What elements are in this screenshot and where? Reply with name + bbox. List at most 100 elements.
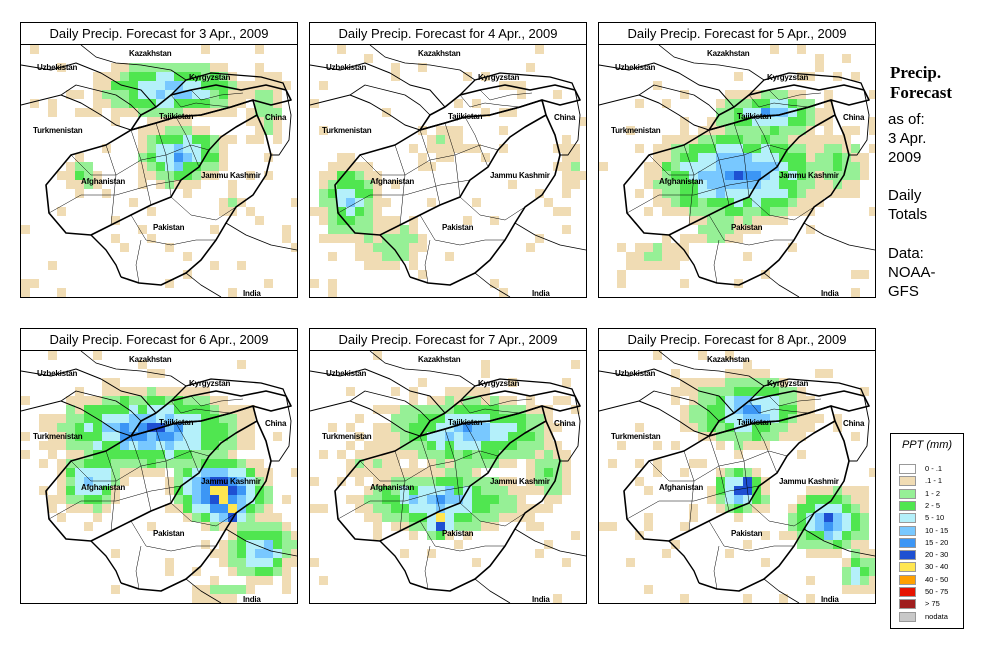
side-title-line2: Forecast — [890, 83, 952, 102]
precip-cell — [553, 450, 562, 459]
precip-cell — [183, 414, 192, 423]
precip-cell — [734, 378, 743, 387]
precip-cell — [833, 549, 842, 558]
precip-cell — [183, 126, 192, 135]
precip-map — [599, 351, 875, 603]
precip-cell — [291, 558, 297, 567]
country-label-tajikistan: Tajikistan — [737, 112, 772, 121]
precip-cell — [779, 378, 788, 387]
precip-cell — [626, 261, 635, 270]
precip-cell — [698, 216, 707, 225]
precip-cell — [544, 504, 553, 513]
precip-cell — [373, 423, 382, 432]
precip-cell — [156, 63, 165, 72]
precip-cell — [391, 63, 400, 72]
precip-cell — [454, 135, 463, 144]
precip-cell — [291, 540, 297, 549]
precip-cell — [824, 540, 833, 549]
border-line — [135, 239, 142, 284]
precip-cell — [761, 396, 770, 405]
precip-cell — [237, 567, 246, 576]
precip-cell — [463, 531, 472, 540]
precip-cell — [725, 432, 734, 441]
precip-cell — [472, 396, 481, 405]
precip-cell — [174, 72, 183, 81]
precip-cell — [797, 198, 806, 207]
precip-cell — [689, 423, 698, 432]
legend-item: 20 - 30 — [899, 550, 961, 561]
precip-cell — [797, 144, 806, 153]
precip-cell — [752, 405, 761, 414]
precip-cell — [111, 117, 120, 126]
precip-cell — [707, 234, 716, 243]
precip-cell — [93, 486, 102, 495]
precip-cell — [192, 513, 201, 522]
precip-cell — [454, 459, 463, 468]
precip-cell — [355, 207, 364, 216]
precip-cell — [192, 63, 201, 72]
precip-cell — [851, 585, 860, 594]
precip-cell — [445, 486, 454, 495]
precip-cell — [174, 162, 183, 171]
precip-cell — [481, 414, 490, 423]
precip-cell — [39, 414, 48, 423]
precip-cell — [779, 171, 788, 180]
legend-label: 30 - 40 — [925, 562, 949, 572]
precip-cell — [409, 396, 418, 405]
precip-cell — [228, 549, 237, 558]
precip-cell — [481, 513, 490, 522]
precip-cell — [860, 576, 869, 585]
border-line — [658, 351, 765, 387]
precip-cell — [824, 162, 833, 171]
precip-cell — [860, 540, 869, 549]
precip-cell — [147, 468, 156, 477]
precip-cell — [93, 513, 102, 522]
precip-cell — [183, 441, 192, 450]
precip-cell — [364, 504, 373, 513]
precip-cell — [824, 135, 833, 144]
precip-cell — [264, 513, 273, 522]
precip-cell — [138, 153, 147, 162]
precip-cell — [102, 144, 111, 153]
precip-cell — [174, 441, 183, 450]
precip-cell — [680, 414, 689, 423]
forecast-panel-4apr: Daily Precip. Forecast for 4 Apr., 2009 … — [309, 22, 587, 298]
precip-cell — [246, 567, 255, 576]
precip-cell — [210, 468, 219, 477]
precip-cell — [165, 504, 174, 513]
precip-cell — [761, 405, 770, 414]
precip-cell — [517, 450, 526, 459]
precip-cell — [689, 405, 698, 414]
precip-cell — [138, 99, 147, 108]
precip-cell — [228, 468, 237, 477]
precip-cell — [689, 189, 698, 198]
precip-cell — [183, 180, 192, 189]
precip-cell — [436, 432, 445, 441]
precip-cell — [544, 405, 553, 414]
precip-cell — [779, 531, 788, 540]
precip-cell — [454, 522, 463, 531]
precip-cell — [273, 117, 282, 126]
precip-cell — [716, 486, 725, 495]
precip-cell — [382, 513, 391, 522]
precip-cell — [255, 468, 264, 477]
precip-cell — [770, 198, 779, 207]
precip-cell — [779, 126, 788, 135]
precip-cell — [445, 522, 454, 531]
precip-cell — [671, 198, 680, 207]
precip-cell — [725, 486, 734, 495]
precip-cell — [147, 459, 156, 468]
border-line — [90, 234, 122, 278]
precip-cell — [364, 162, 373, 171]
precip-cell — [237, 261, 246, 270]
precip-cell — [815, 522, 824, 531]
precip-cell — [183, 252, 192, 261]
precip-cell — [508, 450, 517, 459]
precip-cell — [680, 207, 689, 216]
precip-cell — [752, 144, 761, 153]
precip-cell — [860, 162, 869, 171]
precip-cell — [147, 396, 156, 405]
precip-cell — [716, 378, 725, 387]
precip-cell — [48, 504, 57, 513]
precip-cell — [93, 468, 102, 477]
